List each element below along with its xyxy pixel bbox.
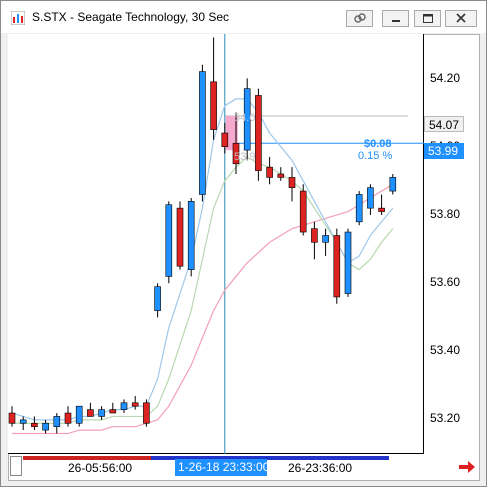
crosshair-price-label: 54.07 bbox=[424, 116, 464, 132]
price-plot[interactable] bbox=[8, 34, 424, 454]
moving-average-mid bbox=[12, 156, 394, 424]
candle-body bbox=[143, 402, 150, 424]
candle-body bbox=[255, 95, 262, 171]
candle-body bbox=[367, 187, 374, 209]
link-button[interactable] bbox=[346, 10, 373, 27]
candle-body bbox=[98, 409, 105, 417]
candle-body bbox=[266, 166, 273, 178]
candle-body bbox=[322, 235, 329, 243]
candle-body bbox=[232, 142, 240, 165]
candle-body bbox=[165, 204, 173, 277]
maximize-icon bbox=[422, 14, 433, 23]
candle-body bbox=[344, 231, 352, 294]
candle-body bbox=[210, 81, 217, 130]
candle-body bbox=[187, 201, 195, 270]
candle-body bbox=[131, 402, 139, 407]
title-bar: S.STX - Seagate Technology, 30 Sec bbox=[1, 1, 486, 33]
candle-body bbox=[53, 416, 61, 427]
y-tick-label: 53.60 bbox=[430, 275, 461, 289]
cursor-time-label: 1-26-18 23:33:00 bbox=[175, 459, 269, 476]
candle-body bbox=[199, 71, 206, 195]
candle-body bbox=[109, 409, 117, 414]
candle-body bbox=[75, 405, 83, 424]
candle-body bbox=[288, 177, 296, 188]
time-scrollbar[interactable] bbox=[23, 456, 389, 460]
candle-body bbox=[8, 412, 16, 424]
close-button[interactable] bbox=[445, 10, 477, 27]
candle-body bbox=[378, 207, 385, 212]
selection-highlight bbox=[225, 115, 238, 151]
moving-average-fast bbox=[11, 98, 394, 421]
x-tick-label: 26-05:56:00 bbox=[68, 461, 133, 475]
ghost-price-label: 54.0 bbox=[234, 112, 256, 124]
maximize-button[interactable] bbox=[414, 10, 441, 27]
candle-body bbox=[42, 422, 49, 431]
y-tick-label: 53.20 bbox=[430, 411, 461, 425]
y-tick-label: 53.80 bbox=[430, 207, 461, 221]
app-icon bbox=[11, 11, 25, 25]
candle-body bbox=[31, 422, 38, 427]
last-price-label: 53.99 bbox=[424, 143, 464, 159]
candle-body bbox=[176, 207, 184, 267]
moving-average-slow bbox=[12, 183, 394, 435]
candle-body bbox=[333, 235, 341, 298]
candle-body bbox=[299, 190, 307, 233]
change-percent-label: 0.15 % bbox=[358, 150, 393, 162]
candle-body bbox=[120, 402, 128, 410]
time-scrollbar-segment bbox=[23, 456, 151, 460]
y-tick-label: 54.20 bbox=[430, 71, 461, 85]
candlestick-chart bbox=[8, 34, 424, 454]
minimize-button[interactable] bbox=[382, 10, 409, 27]
candle-body bbox=[19, 419, 27, 424]
scroll-handle[interactable] bbox=[10, 456, 22, 476]
candle-body bbox=[389, 177, 397, 192]
candle-body bbox=[64, 412, 72, 424]
close-icon bbox=[456, 13, 466, 23]
link-icon bbox=[353, 13, 366, 23]
minimize-icon bbox=[391, 20, 400, 22]
scroll-right-arrow-icon[interactable] bbox=[458, 460, 476, 474]
ghost-price-label: 53.9 bbox=[234, 151, 256, 163]
candle-body bbox=[154, 286, 161, 311]
candle-body bbox=[277, 173, 285, 178]
window-title: S.STX - Seagate Technology, 30 Sec bbox=[32, 10, 230, 24]
candle-body bbox=[87, 409, 94, 417]
candle-body bbox=[355, 194, 363, 223]
candle-body bbox=[221, 132, 229, 147]
change-dollar-label: $0.08 bbox=[364, 138, 392, 150]
candle-body bbox=[311, 228, 318, 243]
y-tick-label: 53.40 bbox=[430, 343, 461, 357]
candle-body bbox=[243, 88, 251, 151]
x-tick-label: 26-23:36:00 bbox=[288, 461, 353, 475]
